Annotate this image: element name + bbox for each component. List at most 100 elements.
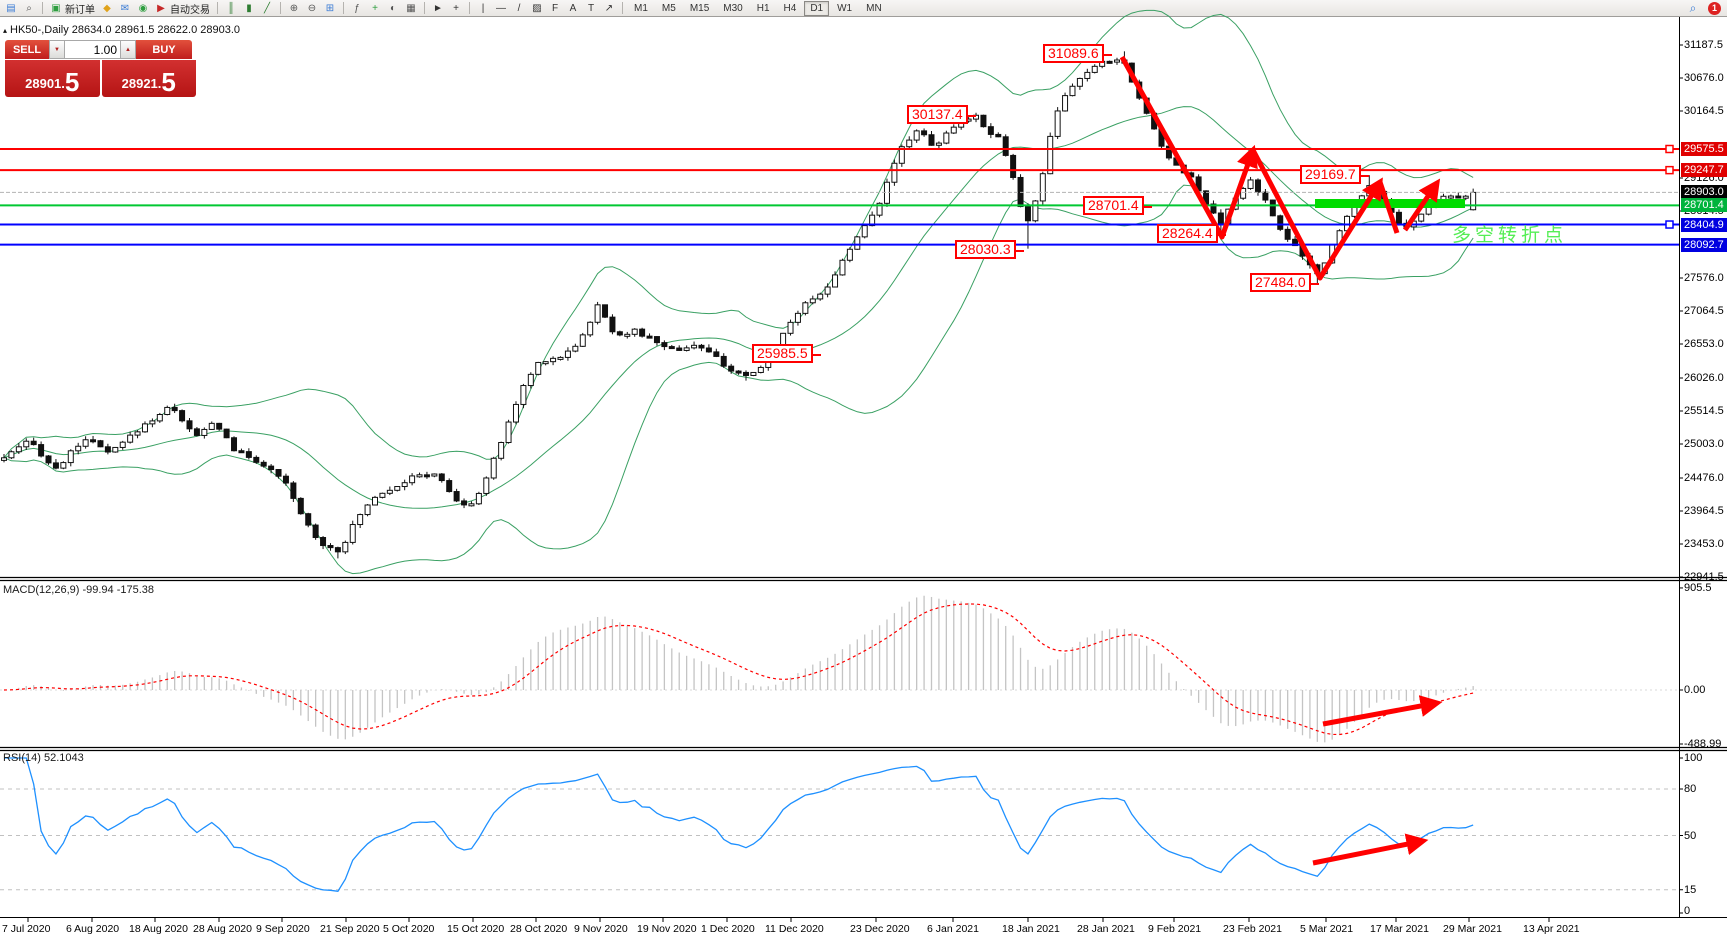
price-badge-28092.7: 28092.7 xyxy=(1681,237,1727,252)
candle-body xyxy=(921,130,928,136)
support-highlight-bar[interactable] xyxy=(1315,199,1465,208)
price-callout-29169.7[interactable]: 29169.7 xyxy=(1300,165,1369,184)
one-click-trade-panel: SELL ▼ ▲ BUY 28901.5 28921.5 xyxy=(5,40,196,97)
candle-body xyxy=(616,331,623,336)
candle-body xyxy=(112,446,119,453)
new-order-label[interactable]: 新订单 xyxy=(65,4,95,16)
tile-windows-icon[interactable]: ⊞ xyxy=(325,2,335,14)
candle-body xyxy=(52,462,59,469)
candle-body xyxy=(728,365,735,372)
cursor-icon[interactable]: ► xyxy=(433,2,443,14)
timeframe-m1[interactable]: M1 xyxy=(634,2,648,14)
price-tick: 25003.0 xyxy=(1684,438,1724,450)
label-icon[interactable]: T xyxy=(587,2,595,14)
market-icon[interactable]: ◆ xyxy=(103,2,111,14)
notification-badge[interactable]: 1 xyxy=(1708,1,1721,15)
candle-body xyxy=(90,439,97,443)
red-trend-arrow[interactable] xyxy=(1402,178,1441,232)
rsi-label: RSI(14) 52.1043 xyxy=(3,752,84,764)
candle-body xyxy=(631,328,638,335)
horizontal-line-icon[interactable]: — xyxy=(496,2,506,14)
candle-body xyxy=(149,420,156,425)
line-handle[interactable] xyxy=(1665,144,1674,154)
candle-body xyxy=(1277,215,1284,230)
price-callout-25985.5[interactable]: 25985.5 xyxy=(752,344,821,363)
templates-icon[interactable]: ▦ xyxy=(406,2,416,14)
price-badge-29575.5: 29575.5 xyxy=(1681,142,1727,156)
line-handle[interactable] xyxy=(1665,165,1674,175)
annotation-text[interactable]: 多空转折点 xyxy=(1452,225,1568,246)
candle-body xyxy=(245,451,252,458)
trendline-icon[interactable]: / xyxy=(517,2,521,14)
shapes-icon[interactable]: ↗ xyxy=(604,2,614,14)
candle-body xyxy=(15,446,22,453)
toolbar-separator xyxy=(217,2,218,14)
data-window-icon[interactable]: ⌕ xyxy=(26,2,32,14)
zoom-out-icon[interactable]: ⊖ xyxy=(307,2,317,14)
text-icon[interactable]: A xyxy=(569,2,577,14)
volume-input[interactable] xyxy=(65,40,120,59)
buy-price-box[interactable]: 28921. 5 xyxy=(101,60,196,97)
timeframe-d1[interactable]: D1 xyxy=(804,0,830,16)
red-trend-arrow[interactable] xyxy=(1322,695,1443,727)
date-label: 28 Oct 2020 xyxy=(510,923,568,935)
price-callout-31089.6[interactable]: 31089.6 xyxy=(1043,44,1112,63)
new-chart-icon[interactable]: ▤ xyxy=(6,2,16,14)
price-callout-28030.3[interactable]: 28030.3 xyxy=(955,240,1024,259)
vertical-line-icon[interactable]: | xyxy=(481,2,485,14)
candle-chart-icon[interactable]: ▮ xyxy=(246,2,252,14)
new-order-icon[interactable]: ▣ xyxy=(51,2,61,14)
autotrade-label[interactable]: 自动交易 xyxy=(170,4,210,16)
candle-body xyxy=(653,336,660,344)
bar-chart-icon[interactable]: ║ xyxy=(227,2,235,14)
price-tick: 23964.5 xyxy=(1684,505,1724,517)
zoom-in-icon[interactable]: ⊕ xyxy=(289,2,299,14)
price-callout-28701.4[interactable]: 28701.4 xyxy=(1083,196,1152,215)
crosshair-icon[interactable]: + xyxy=(453,2,459,14)
date-label: 1 Dec 2020 xyxy=(701,923,755,935)
sell-price-box[interactable]: 28901. 5 xyxy=(5,60,100,97)
timeframe-m15[interactable]: M15 xyxy=(689,2,710,14)
search-icon[interactable]: ⌕ xyxy=(1689,0,1697,15)
buy-button[interactable]: BUY xyxy=(136,40,192,59)
fibonacci-icon[interactable]: F xyxy=(551,2,559,14)
candle-body xyxy=(446,480,453,493)
indicator-add-icon[interactable]: + xyxy=(372,2,378,14)
candle-body xyxy=(282,475,289,484)
candle-body xyxy=(861,225,868,238)
autotrade-icon[interactable]: ▶ xyxy=(157,2,165,14)
period-icon[interactable]: ◐ xyxy=(389,2,397,14)
indicators-icon[interactable]: ƒ xyxy=(354,2,360,14)
volume-decrease-button[interactable]: ▼ xyxy=(49,40,65,59)
date-label: 6 Aug 2020 xyxy=(66,923,120,935)
timeframe-m5[interactable]: M5 xyxy=(661,2,676,14)
timeframe-mn[interactable]: MN xyxy=(866,2,882,14)
price-callout-28264.4[interactable]: 28264.4 xyxy=(1157,224,1226,243)
candle-body xyxy=(832,274,839,288)
red-trend-arrow[interactable] xyxy=(1312,833,1429,866)
signals-icon[interactable]: ✉ xyxy=(120,2,130,14)
trend-arrows[interactable] xyxy=(1119,55,1443,866)
sell-button[interactable]: SELL xyxy=(5,40,49,59)
candle-body xyxy=(1254,179,1261,193)
red-trend-arrow[interactable] xyxy=(1119,55,1258,240)
red-trend-arrow[interactable] xyxy=(1377,181,1400,234)
candle-body xyxy=(1054,110,1061,137)
news-icon[interactable]: ◉ xyxy=(138,2,148,14)
price-callout-30137.4[interactable]: 30137.4 xyxy=(907,105,976,124)
volume-increase-button[interactable]: ▲ xyxy=(120,40,136,59)
red-trend-arrow[interactable] xyxy=(1250,148,1383,281)
price-callout-27484.0[interactable]: 27484.0 xyxy=(1250,273,1319,292)
highlight-bar[interactable] xyxy=(1315,199,1465,208)
timeframe-h4[interactable]: H4 xyxy=(783,2,797,14)
line-chart-icon[interactable]: ╱ xyxy=(263,2,271,14)
timeframe-h1[interactable]: H1 xyxy=(756,2,770,14)
candle-body xyxy=(668,346,675,350)
channel-icon[interactable]: ▨ xyxy=(532,2,542,14)
timeframe-w1[interactable]: W1 xyxy=(837,2,853,14)
ohlc-low: 28622.0 xyxy=(157,24,198,36)
timeframe-m30[interactable]: M30 xyxy=(723,2,743,14)
candle-body xyxy=(876,202,883,216)
line-handle[interactable] xyxy=(1665,220,1674,229)
price-tick: 26026.0 xyxy=(1684,372,1724,384)
